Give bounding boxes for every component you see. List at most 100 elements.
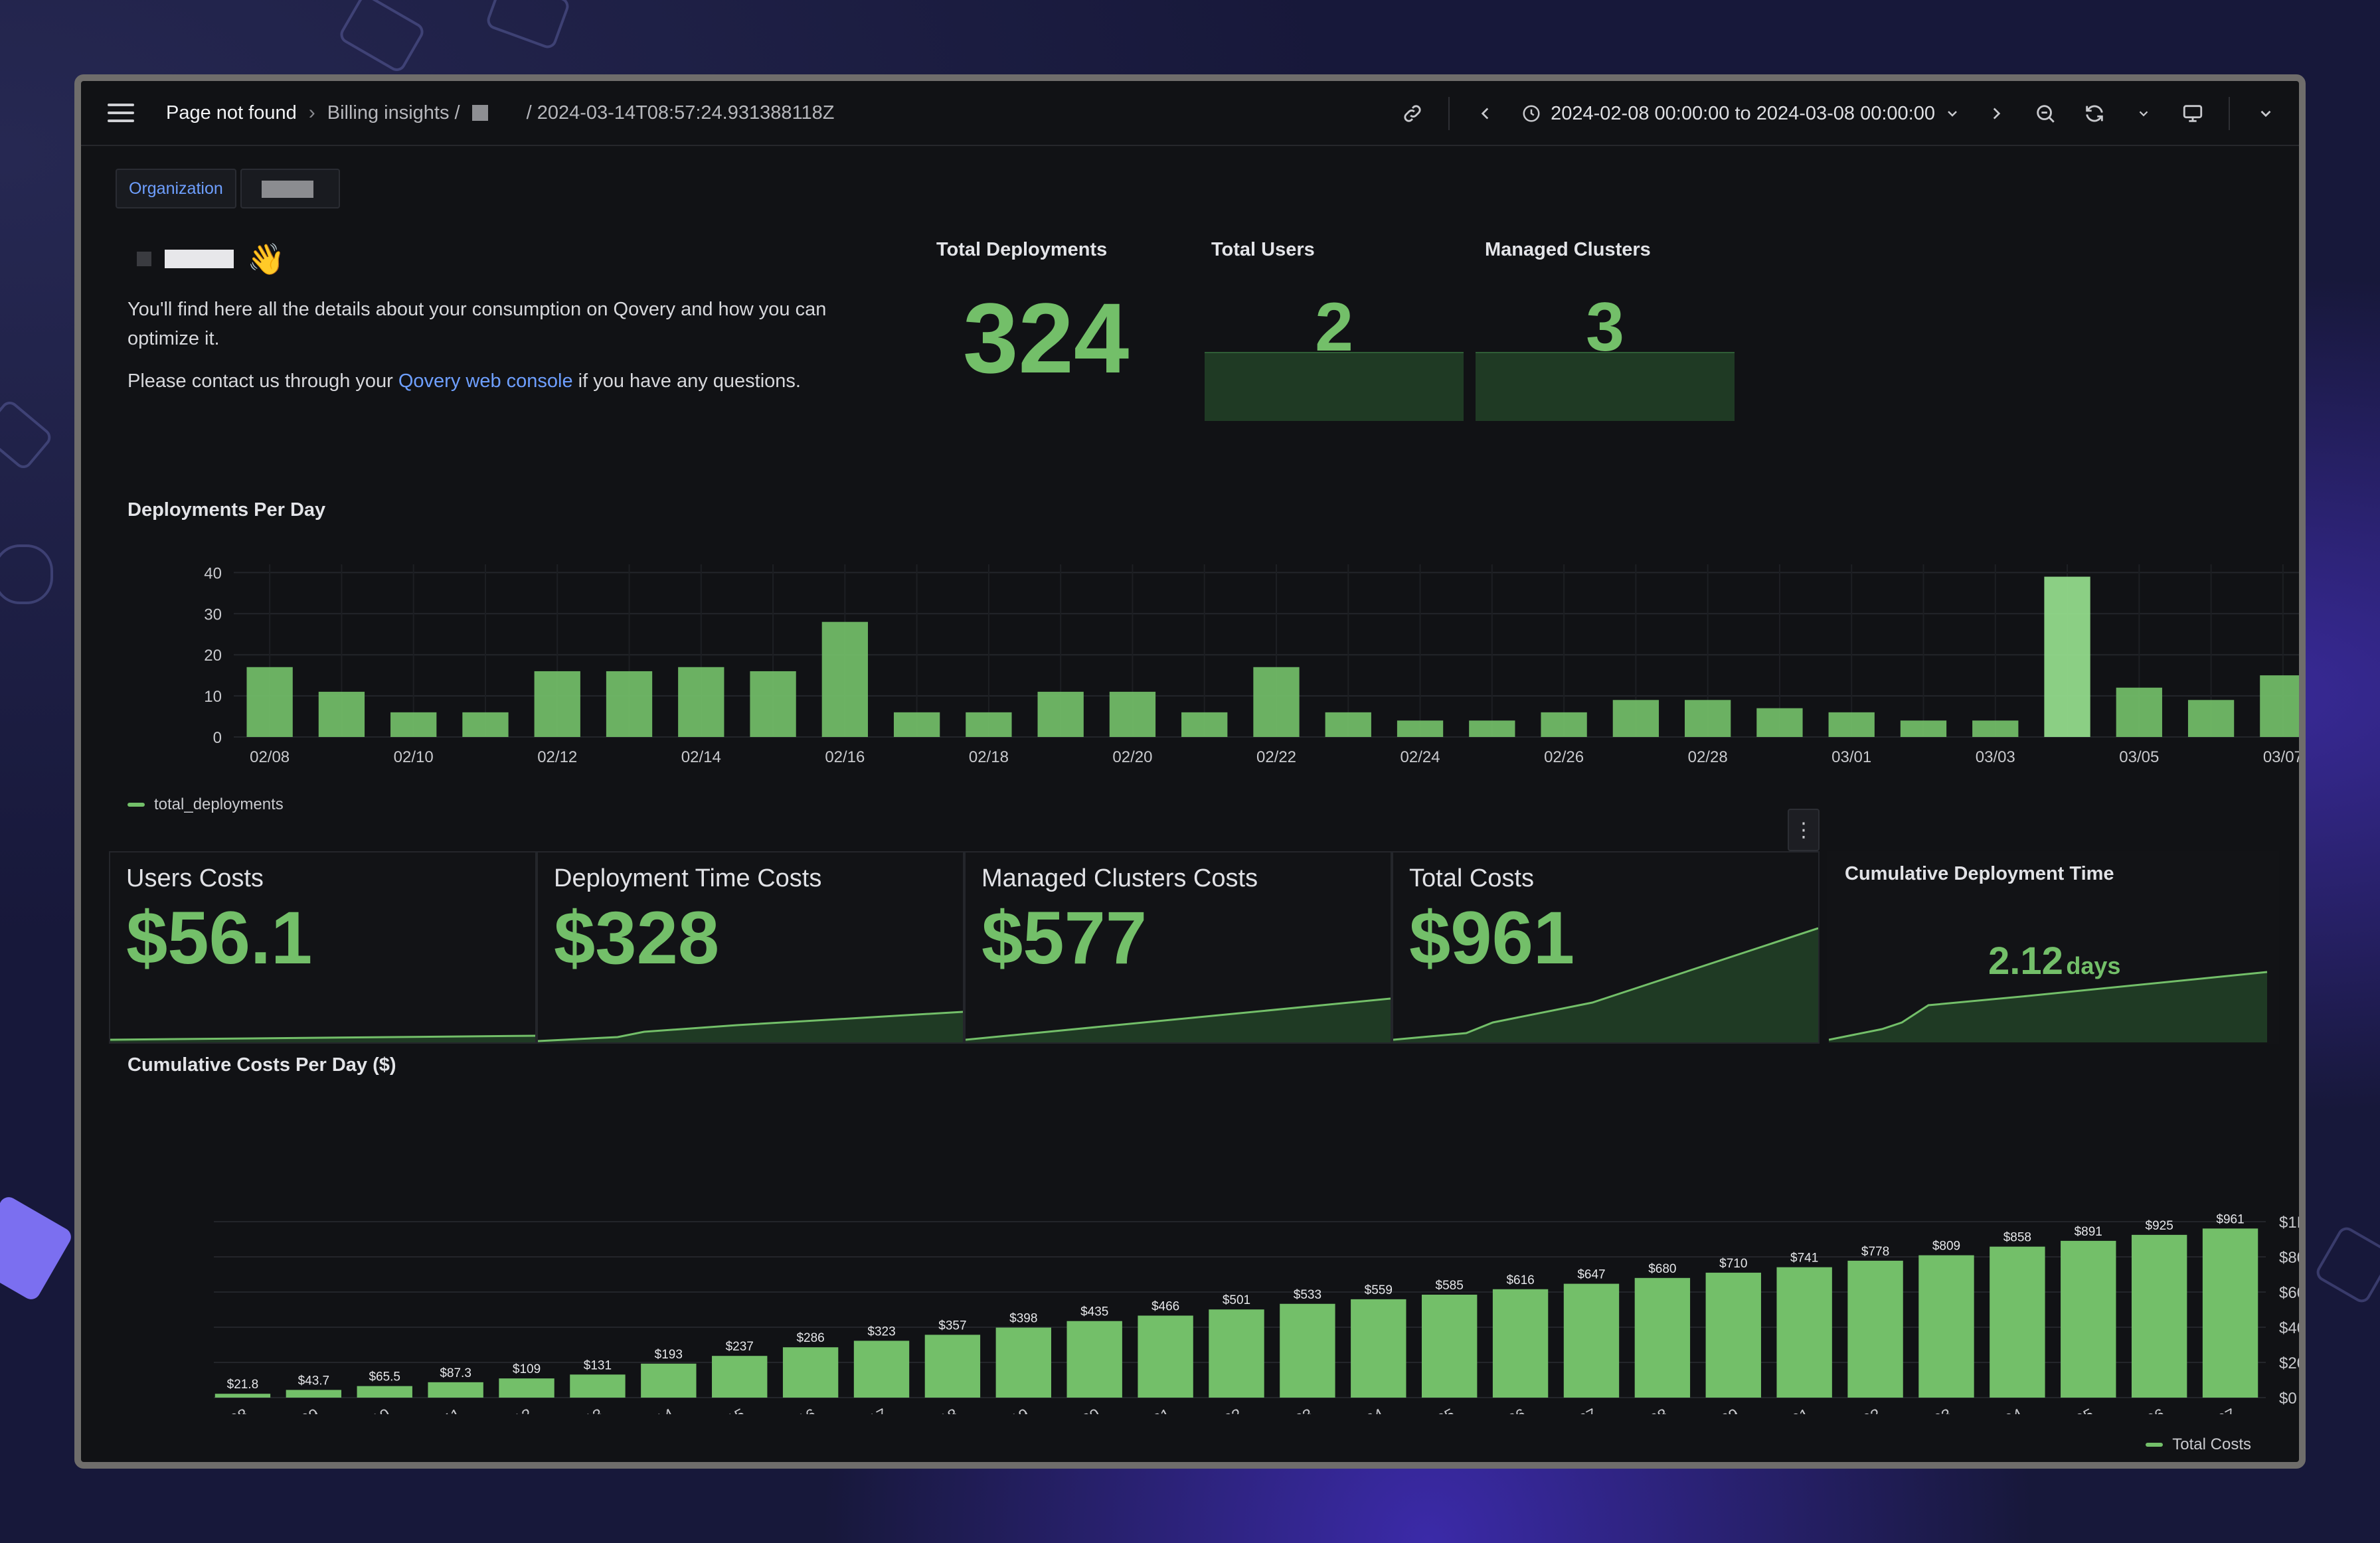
x-tick-label: 2024-02-15	[667, 1405, 748, 1414]
redacted-block	[262, 181, 313, 198]
refresh-icon[interactable]	[2081, 100, 2108, 127]
deployment-bar	[1541, 712, 1587, 737]
x-tick-label: 2024-02-10	[313, 1405, 393, 1414]
hamburger-menu-icon[interactable]	[108, 104, 134, 122]
qovery-console-link[interactable]: Qovery web console	[398, 370, 573, 392]
cumulative-deployment-time-value: 2.12	[1988, 939, 2063, 983]
tab-organization[interactable]: Organization	[116, 169, 236, 208]
deployment-bar	[893, 712, 940, 737]
cost-data-label: $809	[1932, 1240, 1960, 1254]
cost-data-label: $21.8	[227, 1378, 259, 1392]
time-range-label: 2024-02-08 00:00:00 to 2024-03-08 00:00:…	[1551, 102, 1935, 124]
y-tick-label: 20	[204, 647, 222, 665]
breadcrumb-path: / 2024-03-14T08:57:24.931388118Z	[526, 102, 835, 123]
cost-bar	[2131, 1234, 2187, 1398]
x-tick-label: 2024-02-25	[1377, 1405, 1458, 1414]
users-costs-value: $56.1	[126, 896, 313, 979]
chevron-left-icon[interactable]	[1472, 100, 1499, 127]
deployment-bar	[678, 667, 724, 737]
link-icon[interactable]	[1399, 100, 1426, 127]
x-tick-label: 02/14	[681, 748, 721, 766]
cost-data-label: $501	[1223, 1293, 1250, 1307]
total-costs-label: Total Costs	[1409, 864, 1534, 892]
managed-clusters-costs-sparkline	[966, 997, 1391, 1042]
chevron-right-icon[interactable]	[1983, 100, 2009, 127]
deployment-bar	[2116, 687, 2162, 737]
deployment-time-costs-panel: Deployment Time Costs $328	[537, 851, 964, 1044]
collapse-chevron-down-icon[interactable]	[2252, 100, 2279, 127]
cost-data-label: $398	[1009, 1312, 1037, 1326]
x-tick-label: 2024-02-20	[1023, 1405, 1103, 1414]
contact-prefix: Please contact us through your	[128, 370, 398, 392]
x-tick-label: 03/03	[1976, 748, 2015, 766]
deployment-bar	[1181, 712, 1228, 737]
cost-bar	[641, 1363, 697, 1398]
background-cube-shape	[2313, 1224, 2380, 1306]
refresh-interval-chevron-down-icon[interactable]	[2130, 100, 2157, 127]
cost-bar	[1634, 1277, 1691, 1398]
x-tick-label: 2024-02-17	[809, 1405, 890, 1414]
cost-bar	[428, 1382, 483, 1398]
cost-bar	[499, 1378, 554, 1398]
x-tick-label: 2024-02-19	[952, 1405, 1032, 1414]
cost-data-label: $710	[1719, 1257, 1747, 1271]
deployment-bar	[1828, 712, 1875, 737]
tv-mode-icon[interactable]	[2179, 100, 2206, 127]
background-logo-shape	[0, 1194, 74, 1303]
cumulative-deployment-time-sparkline	[1829, 971, 2268, 1042]
cumulative-costs-legend[interactable]: Total Costs	[2146, 1435, 2251, 1454]
deployment-bar	[1253, 667, 1300, 737]
x-tick-label: 02/22	[1256, 748, 1296, 766]
cost-data-label: $925	[2146, 1219, 2173, 1233]
cumulative-costs-legend-label: Total Costs	[2172, 1435, 2251, 1453]
cost-bar	[853, 1340, 910, 1398]
cost-data-label: $323	[867, 1325, 895, 1339]
x-tick-label: 2024-02-14	[597, 1405, 677, 1414]
deployment-bar	[1109, 691, 1156, 737]
deployment-bar	[966, 712, 1012, 737]
cost-bar	[1209, 1309, 1264, 1398]
cost-data-label: $741	[1790, 1252, 1818, 1265]
cost-data-label: $858	[2003, 1231, 2031, 1245]
y-tick-label: 30	[204, 606, 222, 623]
total-deployments-title: Total Deployments	[936, 239, 1108, 260]
cost-data-label: $286	[796, 1331, 824, 1345]
breadcrumb-page[interactable]: Page not found	[166, 102, 297, 123]
time-range-picker[interactable]: 2024-02-08 00:00:00 to 2024-03-08 00:00:…	[1521, 103, 1960, 125]
zoom-out-icon[interactable]	[2032, 100, 2059, 127]
y-tick-label: $600	[2279, 1284, 2299, 1302]
cost-bar	[2061, 1240, 2116, 1398]
x-tick-label: 2024-02-29	[1661, 1405, 1742, 1414]
deployment-bar	[1037, 691, 1084, 737]
cost-bar	[1138, 1315, 1193, 1398]
dashboard-window: Page not found › Billing insights / / 20…	[74, 74, 2306, 1469]
redacted-block	[137, 252, 151, 266]
deployment-bar	[1756, 708, 1803, 737]
x-tick-label: 03/07	[2263, 748, 2299, 766]
cost-bar	[570, 1374, 626, 1398]
cumulative-costs-chart: $0 $200 $400 $600 $800 $1K $21.8 $43.7 $65.5 $87.…	[207, 1212, 2299, 1414]
y-tick-label: $200	[2279, 1354, 2299, 1372]
x-tick-label: 2024-02-13	[526, 1405, 606, 1414]
y-tick-label: 0	[213, 729, 222, 747]
intro-text-panel: 👋 You'll find here all the details about…	[128, 239, 898, 409]
tab-redacted[interactable]	[240, 169, 340, 208]
intro-paragraph: You'll find here all the details about y…	[128, 299, 827, 349]
deployment-bar	[246, 667, 293, 737]
y-tick-label: $1K	[2279, 1214, 2299, 1232]
x-tick-label: 02/24	[1401, 748, 1440, 766]
deployment-time-costs-label: Deployment Time Costs	[554, 864, 822, 892]
cost-data-label: $559	[1365, 1283, 1393, 1297]
x-tick-label: 2024-03-06	[2087, 1405, 2168, 1414]
total-users-sparkline-area	[1205, 352, 1464, 421]
deployment-bar	[2044, 576, 2090, 737]
deployment-bar	[2260, 675, 2299, 737]
legend-swatch	[2146, 1443, 2164, 1447]
panel-menu-icon[interactable]: ⋮	[1788, 809, 1820, 851]
background-cube-shape	[337, 0, 427, 75]
toolbar-divider	[1448, 97, 1450, 130]
deployments-legend[interactable]: total_deployments	[128, 795, 284, 814]
breadcrumb-folder[interactable]: Billing insights /	[327, 102, 460, 123]
cost-bar	[1066, 1321, 1122, 1398]
redacted-block	[471, 105, 488, 121]
